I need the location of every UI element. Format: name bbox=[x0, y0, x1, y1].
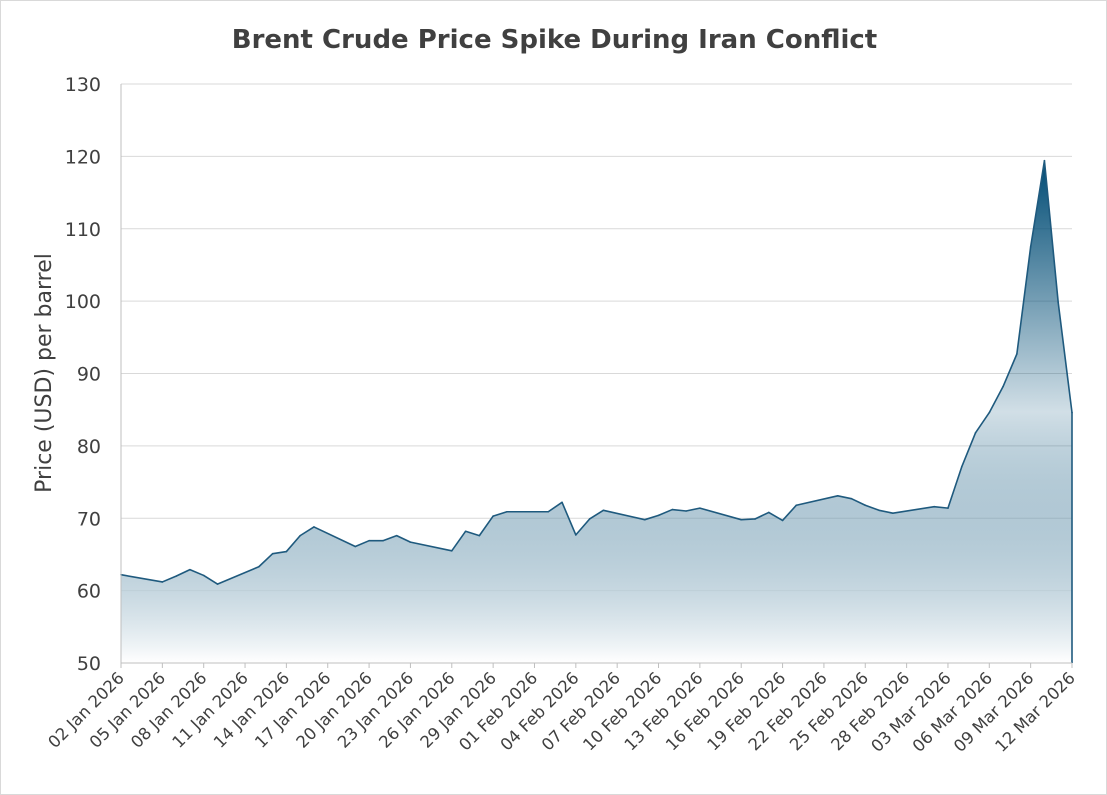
y-tick-label: 110 bbox=[65, 219, 101, 241]
data-point bbox=[1071, 411, 1073, 414]
data-point bbox=[685, 510, 687, 512]
data-point bbox=[1016, 353, 1018, 355]
data-point bbox=[795, 504, 798, 507]
data-point bbox=[602, 509, 605, 512]
data-point bbox=[478, 534, 481, 537]
y-tick-label: 120 bbox=[65, 146, 101, 168]
data-point bbox=[960, 466, 963, 468]
y-tick-label: 60 bbox=[77, 581, 101, 603]
data-point bbox=[175, 575, 177, 577]
area-series bbox=[120, 159, 1073, 663]
data-point bbox=[506, 510, 508, 513]
data-point bbox=[492, 515, 494, 517]
data-point bbox=[189, 568, 191, 571]
data-point bbox=[561, 501, 563, 504]
chart-title: Brent Crude Price Spike During Iran Conf… bbox=[231, 25, 878, 55]
data-point bbox=[202, 574, 205, 577]
data-point bbox=[313, 526, 315, 528]
data-point bbox=[216, 583, 219, 585]
data-point bbox=[258, 565, 260, 568]
y-tick-label: 80 bbox=[77, 436, 101, 458]
data-point bbox=[1002, 385, 1004, 388]
data-point bbox=[671, 508, 674, 511]
data-point bbox=[285, 550, 288, 553]
data-point bbox=[850, 497, 853, 500]
axes bbox=[120, 84, 1072, 664]
data-point bbox=[271, 552, 274, 555]
area-fill bbox=[121, 160, 1072, 663]
data-point bbox=[161, 581, 164, 583]
data-point bbox=[933, 505, 935, 508]
data-point bbox=[740, 518, 743, 521]
y-axis-title: Price (USD) per barrel bbox=[32, 253, 57, 493]
data-point bbox=[754, 518, 756, 520]
data-point bbox=[450, 550, 453, 552]
data-point bbox=[368, 539, 370, 542]
y-tick-label: 50 bbox=[77, 653, 101, 675]
data-point bbox=[836, 495, 839, 497]
data-point bbox=[1057, 301, 1060, 304]
data-point bbox=[354, 545, 357, 548]
data-point bbox=[395, 534, 398, 537]
data-point bbox=[699, 507, 701, 509]
data-point bbox=[643, 518, 646, 521]
data-point bbox=[878, 509, 880, 512]
y-tick-label: 70 bbox=[77, 508, 101, 530]
y-tick-label: 130 bbox=[65, 74, 101, 96]
data-point bbox=[892, 512, 894, 514]
data-point bbox=[781, 519, 784, 522]
data-point bbox=[988, 411, 991, 414]
data-point bbox=[864, 504, 867, 507]
data-point bbox=[1043, 159, 1046, 162]
data-point bbox=[588, 518, 591, 520]
data-point bbox=[767, 511, 770, 514]
data-point bbox=[947, 507, 949, 509]
y-tick-labels: 50 60 70 80 90 100 110 120 130 bbox=[65, 74, 101, 675]
data-point bbox=[464, 530, 467, 533]
data-point bbox=[575, 534, 577, 536]
data-point bbox=[382, 539, 384, 542]
data-point bbox=[657, 514, 660, 517]
data-point bbox=[409, 541, 412, 543]
data-point bbox=[547, 510, 550, 513]
y-tick-label: 90 bbox=[77, 364, 101, 386]
data-point bbox=[1029, 246, 1032, 248]
data-point bbox=[974, 432, 977, 434]
y-tick-label: 100 bbox=[65, 291, 101, 313]
data-point bbox=[299, 534, 301, 537]
